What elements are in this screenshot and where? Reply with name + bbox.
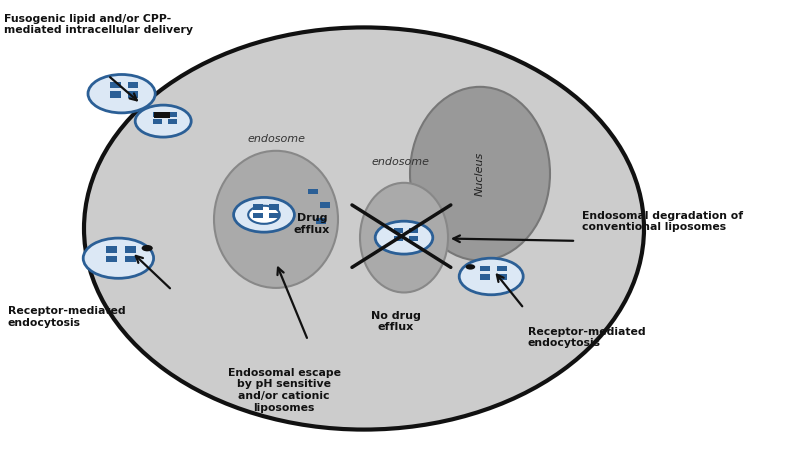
Bar xyxy=(106,256,118,262)
Bar xyxy=(497,266,507,271)
Bar xyxy=(270,213,279,218)
Circle shape xyxy=(83,238,154,278)
Bar xyxy=(270,204,279,210)
Text: No drug
efflux: No drug efflux xyxy=(371,311,421,332)
Bar xyxy=(308,189,318,194)
Bar xyxy=(128,91,138,97)
Circle shape xyxy=(466,264,475,270)
Circle shape xyxy=(375,221,433,254)
Circle shape xyxy=(88,74,155,113)
Circle shape xyxy=(142,245,153,251)
Bar xyxy=(394,228,403,233)
Ellipse shape xyxy=(84,27,644,430)
Bar xyxy=(106,246,118,253)
Text: Fusogenic lipid and/or CPP-
mediated intracellular delivery: Fusogenic lipid and/or CPP- mediated int… xyxy=(4,14,193,35)
Bar xyxy=(254,204,263,210)
Bar xyxy=(480,274,490,280)
Bar xyxy=(110,82,121,88)
Circle shape xyxy=(459,258,523,295)
Circle shape xyxy=(135,105,191,137)
Ellipse shape xyxy=(360,183,448,292)
Bar xyxy=(320,202,330,208)
Bar xyxy=(394,236,403,241)
Bar xyxy=(110,91,121,97)
Bar xyxy=(154,112,170,118)
Bar xyxy=(154,112,162,117)
Text: Endosomal degradation of
conventional liposomes: Endosomal degradation of conventional li… xyxy=(582,211,743,233)
Bar xyxy=(316,218,326,224)
Bar xyxy=(154,119,162,124)
Text: Receptor-mediated
endocytosis: Receptor-mediated endocytosis xyxy=(8,306,126,328)
Bar xyxy=(125,256,136,262)
Text: Receptor-mediated
endocytosis: Receptor-mediated endocytosis xyxy=(528,327,646,348)
Ellipse shape xyxy=(410,87,550,260)
Bar xyxy=(409,236,418,241)
Bar xyxy=(168,119,177,124)
Bar xyxy=(480,266,490,271)
Circle shape xyxy=(248,206,280,224)
Text: Endosomal escape
by pH sensitive
and/or cationic
liposomes: Endosomal escape by pH sensitive and/or … xyxy=(227,368,341,413)
Text: endosome: endosome xyxy=(247,134,305,144)
Bar xyxy=(125,246,136,253)
Circle shape xyxy=(234,197,294,232)
Bar xyxy=(128,82,138,88)
Text: endosome: endosome xyxy=(371,157,429,167)
Bar xyxy=(168,112,177,117)
Bar xyxy=(497,274,507,280)
Bar xyxy=(409,228,418,233)
Text: Drug
efflux: Drug efflux xyxy=(294,213,330,235)
Bar xyxy=(254,213,263,218)
Text: Nucleus: Nucleus xyxy=(475,152,485,196)
Ellipse shape xyxy=(214,151,338,288)
